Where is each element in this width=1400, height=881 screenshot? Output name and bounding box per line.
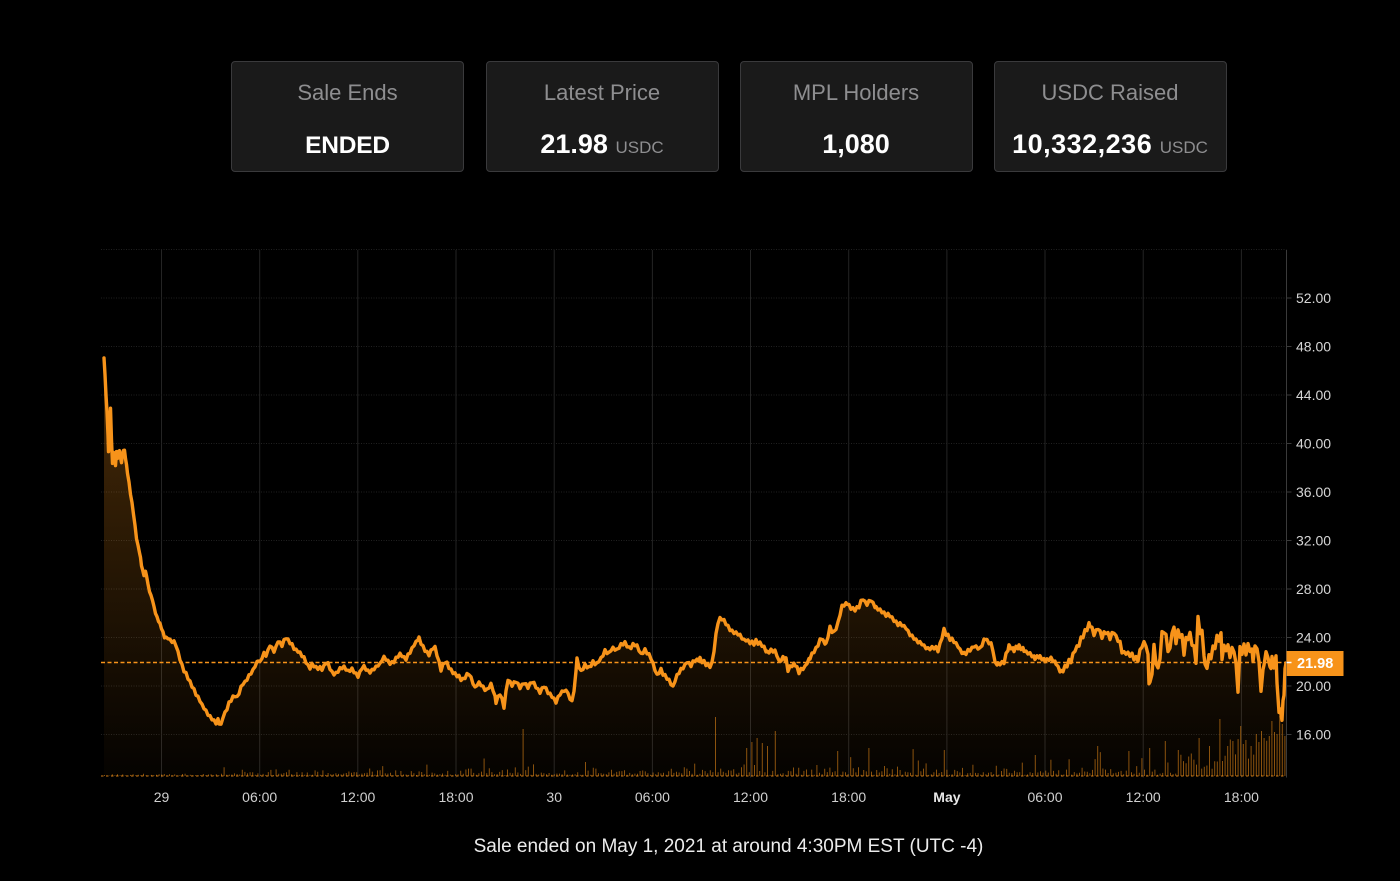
svg-text:12:00: 12:00 (1126, 789, 1161, 805)
svg-text:06:00: 06:00 (635, 789, 670, 805)
svg-text:36.00: 36.00 (1296, 484, 1331, 500)
svg-text:48.00: 48.00 (1296, 339, 1331, 355)
svg-text:40.00: 40.00 (1296, 436, 1331, 452)
svg-text:30: 30 (546, 789, 562, 805)
svg-text:06:00: 06:00 (242, 789, 277, 805)
svg-text:28.00: 28.00 (1296, 581, 1331, 597)
svg-text:24.00: 24.00 (1296, 630, 1331, 646)
svg-text:18:00: 18:00 (438, 789, 473, 805)
svg-text:29: 29 (154, 789, 170, 805)
svg-text:16.00: 16.00 (1296, 727, 1331, 743)
svg-text:06:00: 06:00 (1027, 789, 1062, 805)
svg-text:18:00: 18:00 (831, 789, 866, 805)
svg-text:12:00: 12:00 (733, 789, 768, 805)
svg-text:18:00: 18:00 (1224, 789, 1259, 805)
svg-text:12:00: 12:00 (340, 789, 375, 805)
svg-text:21.98: 21.98 (1297, 656, 1333, 672)
svg-text:32.00: 32.00 (1296, 533, 1331, 549)
svg-text:44.00: 44.00 (1296, 387, 1331, 403)
svg-text:May: May (933, 789, 960, 805)
svg-text:52.00: 52.00 (1296, 290, 1331, 306)
svg-text:20.00: 20.00 (1296, 678, 1331, 694)
